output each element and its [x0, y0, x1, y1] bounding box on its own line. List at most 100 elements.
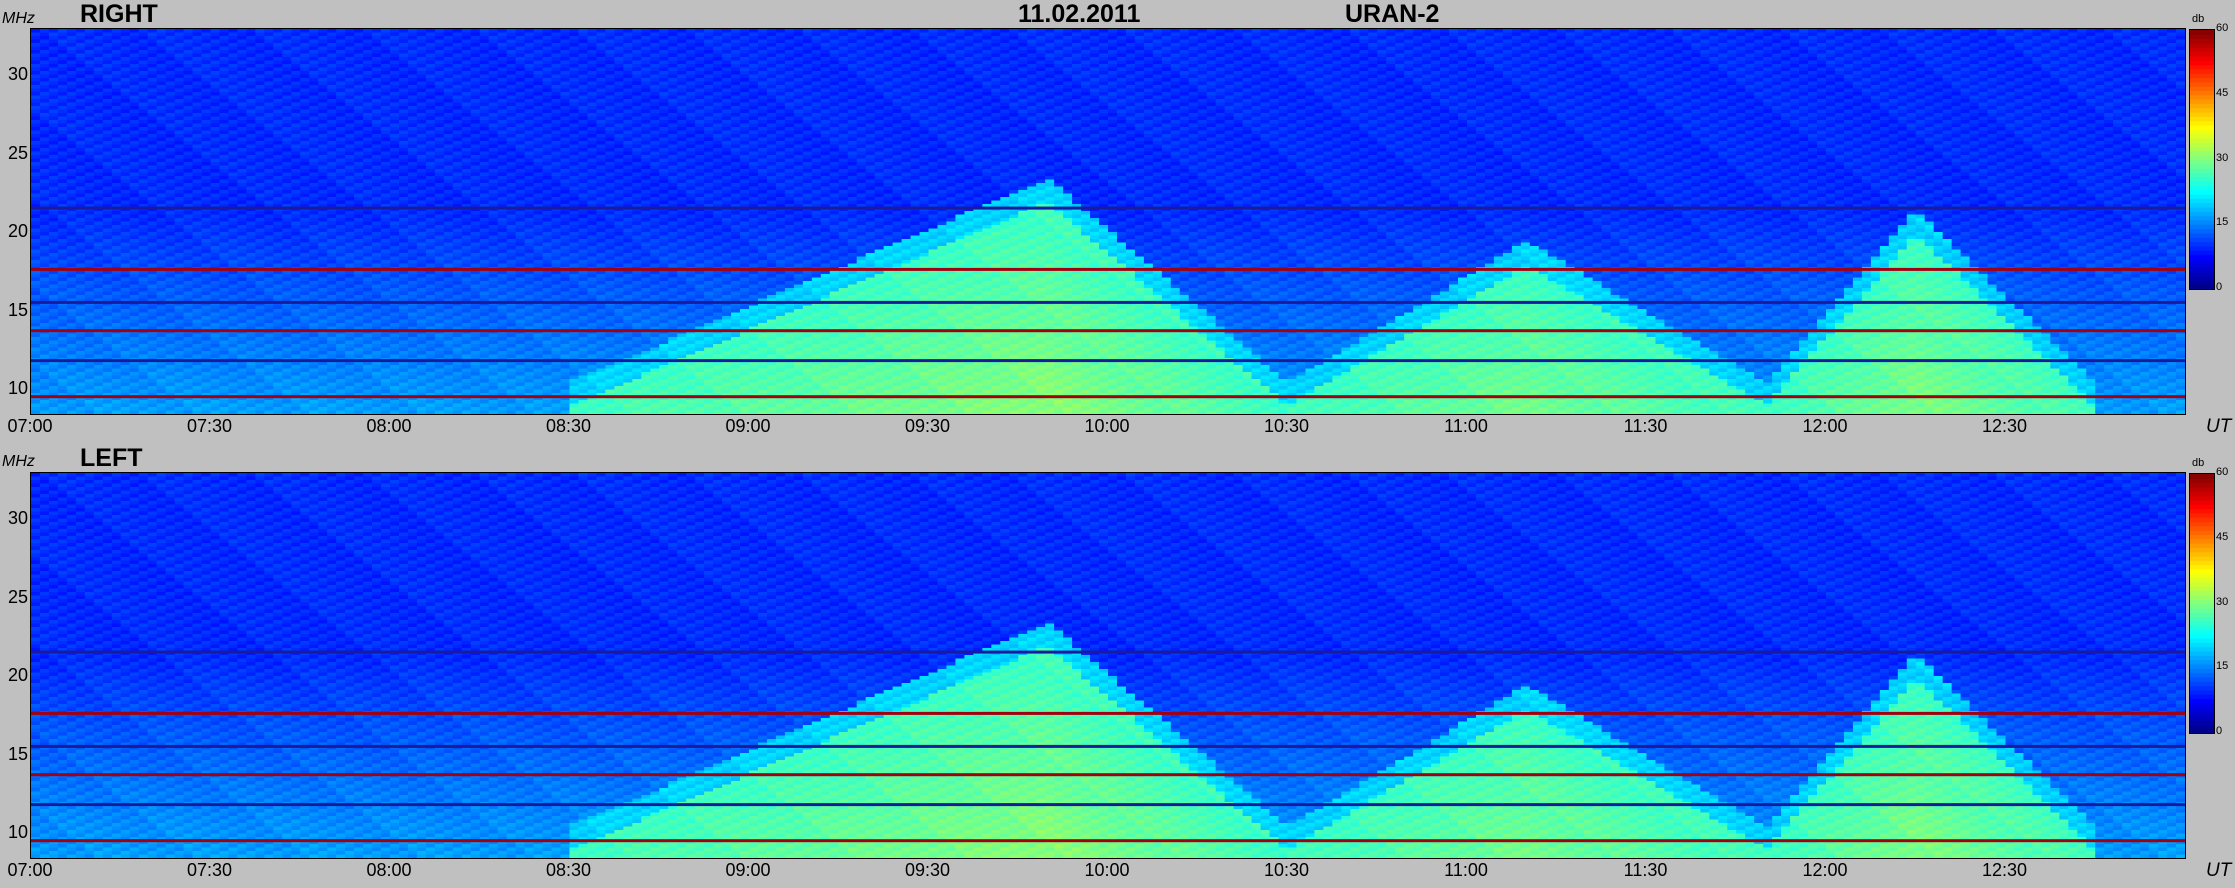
intensity-cell — [138, 74, 149, 79]
intensity-cell — [210, 214, 221, 219]
intensity-cell — [255, 162, 265, 167]
intensity-cell — [174, 95, 185, 100]
intensity-cell — [138, 67, 149, 72]
intensity-cell — [318, 71, 328, 76]
intensity-cell — [174, 239, 185, 244]
intensity-cell — [111, 256, 122, 261]
intensity-cell — [282, 130, 292, 135]
intensity-cell — [210, 134, 221, 139]
intensity-cell — [165, 39, 176, 44]
intensity-cell — [102, 85, 113, 90]
intensity-cell — [363, 298, 373, 303]
intensity-cell — [201, 158, 212, 163]
intensity-cell — [354, 351, 364, 356]
intensity-cell — [93, 78, 104, 83]
intensity-cell — [138, 347, 149, 352]
intensity-cell — [174, 256, 185, 261]
intensity-cell — [425, 407, 436, 412]
intensity-cell — [66, 172, 77, 177]
intensity-cell — [228, 382, 239, 387]
intensity-cell — [398, 344, 409, 349]
intensity-cell — [425, 102, 436, 107]
intensity-cell — [407, 337, 418, 342]
intensity-cell — [111, 274, 122, 279]
intensity-cell — [174, 281, 185, 286]
intensity-cell — [219, 263, 230, 268]
intensity-cell — [84, 379, 95, 384]
intensity-cell — [57, 242, 68, 247]
intensity-cell — [93, 81, 104, 86]
intensity-cell — [434, 165, 445, 170]
intensity-cell — [228, 253, 239, 258]
intensity-cell — [381, 211, 391, 216]
intensity-cell — [398, 295, 409, 300]
intensity-cell — [309, 337, 319, 342]
intensity-cell — [129, 172, 140, 177]
intensity-cell — [39, 78, 50, 83]
intensity-cell — [246, 375, 256, 380]
intensity-cell — [120, 214, 131, 219]
intensity-cell — [129, 375, 140, 380]
intensity-cell — [237, 155, 247, 160]
intensity-cell — [84, 43, 95, 48]
intensity-cell — [264, 400, 274, 405]
intensity-cell — [407, 141, 418, 146]
intensity-cell — [183, 32, 194, 37]
intensity-cell — [219, 197, 230, 202]
intensity-cell — [111, 116, 122, 121]
intensity-cell — [102, 379, 113, 384]
intensity-cell — [398, 270, 409, 275]
intensity-cell — [93, 228, 104, 233]
intensity-cell — [219, 158, 230, 163]
intensity-cell — [228, 232, 239, 237]
intensity-cell — [39, 60, 50, 65]
intensity-cell — [246, 323, 256, 328]
intensity-cell — [75, 134, 86, 139]
intensity-cell — [354, 400, 364, 405]
intensity-cell — [75, 372, 86, 377]
intensity-cell — [183, 347, 194, 352]
intensity-cell — [246, 319, 256, 324]
intensity-cell — [425, 197, 436, 202]
intensity-cell — [354, 123, 364, 128]
intensity-cell — [120, 403, 131, 408]
intensity-cell — [318, 284, 328, 289]
intensity-cell — [174, 277, 185, 282]
intensity-cell — [407, 165, 418, 170]
intensity-cell — [282, 36, 292, 41]
intensity-cell — [120, 120, 131, 125]
intensity-cell — [102, 228, 113, 233]
intensity-cell — [273, 137, 283, 142]
intensity-cell — [228, 347, 239, 352]
intensity-cell — [147, 123, 158, 128]
intensity-cell — [407, 386, 418, 391]
intensity-cell — [309, 106, 319, 111]
intensity-cell — [156, 134, 167, 139]
intensity-cell — [102, 151, 113, 156]
intensity-cell — [425, 305, 436, 310]
intensity-cell — [381, 379, 391, 384]
intensity-cell — [192, 109, 203, 114]
intensity-cell — [111, 288, 122, 293]
intensity-cell — [183, 29, 194, 34]
intensity-cell — [291, 288, 301, 293]
intensity-cell — [416, 246, 427, 251]
intensity-cell — [354, 316, 364, 321]
intensity-cell — [75, 249, 86, 254]
intensity-cell — [66, 291, 77, 296]
intensity-cell — [425, 81, 436, 86]
intensity-cell — [345, 351, 355, 356]
intensity-cell — [416, 113, 427, 118]
intensity-cell — [201, 319, 212, 324]
intensity-cell — [31, 88, 41, 93]
intensity-cell — [300, 64, 310, 69]
intensity-cell — [156, 396, 167, 401]
intensity-cell — [57, 365, 68, 370]
intensity-cell — [219, 148, 230, 153]
intensity-cell — [111, 316, 122, 321]
intensity-cell — [309, 396, 319, 401]
intensity-cell — [327, 225, 337, 230]
intensity-cell — [300, 375, 310, 380]
intensity-cell — [210, 57, 221, 62]
intensity-cell — [246, 179, 256, 184]
